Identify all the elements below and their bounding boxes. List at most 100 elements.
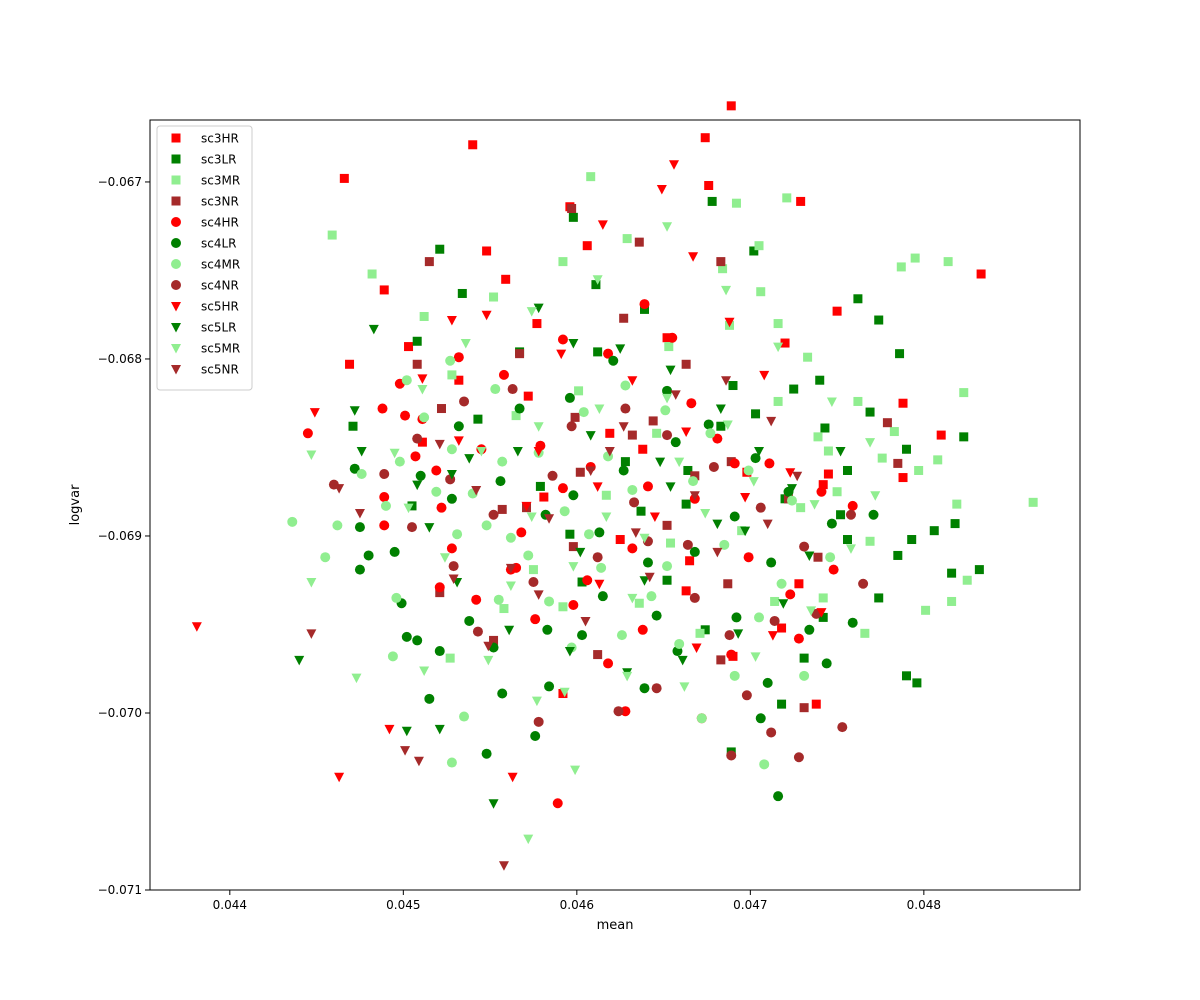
data-point	[593, 650, 603, 660]
data-point	[670, 390, 681, 400]
data-point	[400, 746, 411, 756]
data-point	[818, 593, 828, 603]
data-point	[568, 339, 579, 349]
data-point	[412, 336, 422, 346]
data-point	[703, 419, 714, 430]
data-point	[620, 403, 631, 414]
data-point	[700, 133, 710, 143]
data-point	[642, 557, 653, 568]
data-point	[394, 456, 405, 467]
data-point	[505, 581, 516, 592]
data-point	[719, 539, 730, 550]
y-axis-label: logvar	[68, 484, 83, 525]
data-point	[776, 578, 787, 589]
data-point	[446, 444, 457, 455]
data-point	[419, 311, 429, 321]
legend-marker	[171, 196, 181, 206]
data-point	[750, 453, 761, 464]
legend-label: sc3MR	[201, 174, 240, 188]
data-point	[601, 490, 611, 500]
data-point	[354, 522, 365, 533]
data-point	[434, 582, 445, 593]
data-point	[533, 422, 544, 432]
data-point	[406, 522, 417, 533]
legend-marker	[171, 238, 181, 248]
data-point	[959, 432, 969, 442]
data-point	[417, 437, 427, 447]
data-point	[481, 748, 492, 759]
data-point	[729, 458, 740, 469]
data-point	[843, 535, 852, 545]
data-point	[294, 655, 305, 666]
data-point	[564, 392, 575, 403]
data-point	[865, 438, 876, 448]
data-point	[700, 625, 710, 635]
data-point	[471, 485, 482, 496]
legend-item: sc4MR	[171, 258, 240, 272]
data-point	[531, 696, 542, 707]
series-sc3LR	[348, 196, 984, 757]
data-point	[499, 604, 509, 614]
data-point	[627, 376, 638, 386]
data-point	[507, 772, 518, 783]
data-point	[773, 791, 784, 802]
x-tick-label: 0.048	[907, 898, 941, 912]
data-point	[799, 670, 810, 681]
data-point	[577, 577, 587, 587]
data-point	[603, 348, 614, 359]
data-point	[914, 465, 924, 475]
data-point	[874, 315, 884, 325]
data-point	[523, 834, 534, 845]
data-point	[712, 433, 723, 444]
data-point	[696, 713, 707, 724]
data-point	[689, 592, 700, 603]
data-point	[327, 230, 337, 240]
data-point	[419, 666, 430, 677]
data-point	[826, 397, 837, 407]
data-point	[716, 421, 726, 431]
data-point	[594, 527, 605, 538]
data-point	[618, 465, 629, 476]
data-point	[682, 539, 693, 550]
data-point	[789, 384, 799, 394]
data-point	[644, 572, 655, 583]
data-point	[349, 406, 360, 416]
legend-label: sc4NR	[201, 279, 239, 293]
data-point	[874, 593, 884, 603]
data-point	[379, 492, 390, 503]
data-point	[582, 575, 593, 586]
data-point	[389, 546, 400, 557]
data-point	[592, 552, 603, 563]
data-point	[907, 535, 917, 545]
data-point	[453, 352, 464, 363]
data-point	[446, 543, 457, 554]
data-point	[670, 437, 681, 448]
data-point	[580, 616, 591, 627]
data-point	[501, 274, 511, 284]
data-point	[401, 375, 412, 386]
plot-marks	[191, 101, 1038, 871]
data-point	[836, 510, 846, 520]
data-point	[662, 430, 673, 441]
data-point	[813, 552, 823, 562]
data-point	[959, 388, 969, 398]
data-point	[901, 444, 911, 454]
data-point	[943, 257, 953, 267]
data-point	[762, 519, 773, 530]
data-point	[431, 486, 442, 497]
legend-label: sc3HR	[201, 132, 239, 146]
data-point	[835, 447, 846, 457]
data-point	[823, 446, 833, 456]
data-point	[481, 520, 492, 531]
data-point	[368, 324, 379, 335]
data-point	[521, 501, 532, 512]
data-point	[498, 369, 509, 380]
data-point	[306, 450, 317, 461]
data-point	[870, 491, 881, 501]
data-point	[700, 508, 711, 519]
data-point	[770, 596, 780, 606]
data-point	[419, 412, 430, 423]
data-point	[668, 160, 679, 170]
data-point	[767, 631, 778, 641]
data-point	[403, 503, 414, 514]
